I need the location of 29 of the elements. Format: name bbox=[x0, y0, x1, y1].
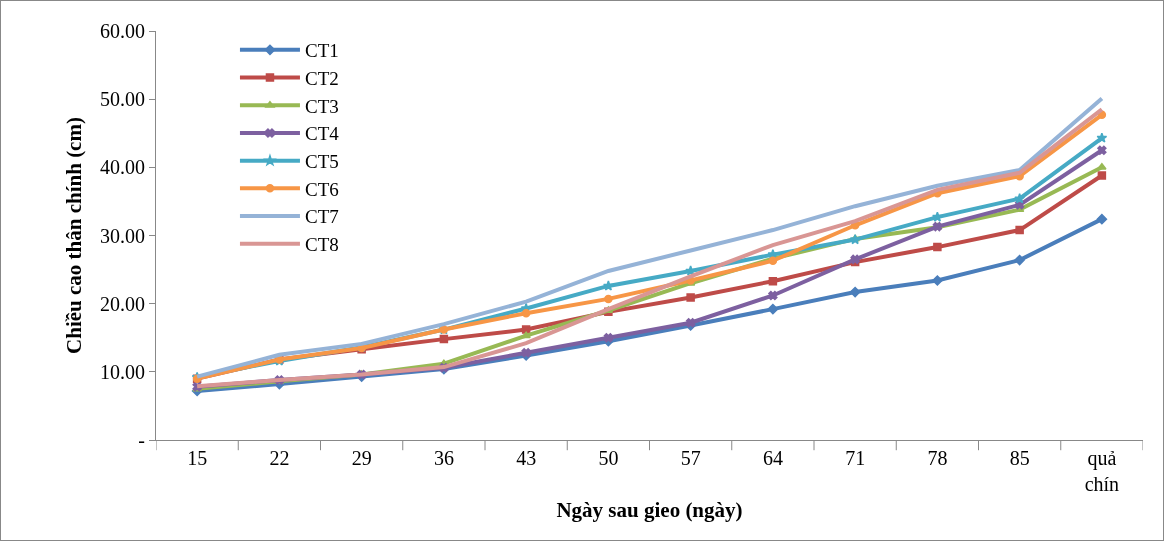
legend-label: CT3 bbox=[304, 95, 339, 117]
x-tick-label: 36 bbox=[433, 447, 454, 469]
y-tick-label: 60.00 bbox=[100, 20, 145, 42]
y-tick-label: 40.00 bbox=[100, 156, 145, 179]
y-axis-title: Chiều cao thân chính (cm) bbox=[62, 117, 87, 354]
x-tick-label: 50 bbox=[598, 447, 619, 469]
legend-label: CT1 bbox=[304, 40, 339, 62]
y-tick-label: 20.00 bbox=[100, 292, 145, 315]
x-tick-label: 15 bbox=[187, 447, 208, 469]
x-tick-label: 29 bbox=[351, 447, 372, 469]
legend-label: CT7 bbox=[304, 206, 339, 228]
legend-label: CT4 bbox=[304, 123, 340, 145]
legend-label: CT2 bbox=[304, 67, 339, 89]
legend-label: CT5 bbox=[304, 151, 339, 173]
x-tick-label: 78 bbox=[927, 447, 948, 469]
x-tick-label: quả chín bbox=[1084, 447, 1120, 495]
x-tick-label: 64 bbox=[762, 447, 783, 469]
x-tick-label: 57 bbox=[680, 447, 701, 469]
x-tick-label: 85 bbox=[1009, 447, 1030, 469]
x-tick-label: 22 bbox=[269, 447, 290, 469]
x-axis-title: Ngày sau gieo (ngày) bbox=[556, 498, 743, 523]
x-tick-label: 71 bbox=[845, 447, 866, 469]
y-tick-label: - bbox=[138, 429, 145, 451]
legend-label: CT6 bbox=[304, 178, 339, 200]
y-tick-label: 50.00 bbox=[100, 88, 145, 111]
legend-label: CT8 bbox=[304, 234, 339, 256]
y-tick-label: 10.00 bbox=[100, 360, 145, 383]
y-tick-label: 30.00 bbox=[100, 224, 145, 247]
x-tick-label: 43 bbox=[516, 447, 537, 469]
